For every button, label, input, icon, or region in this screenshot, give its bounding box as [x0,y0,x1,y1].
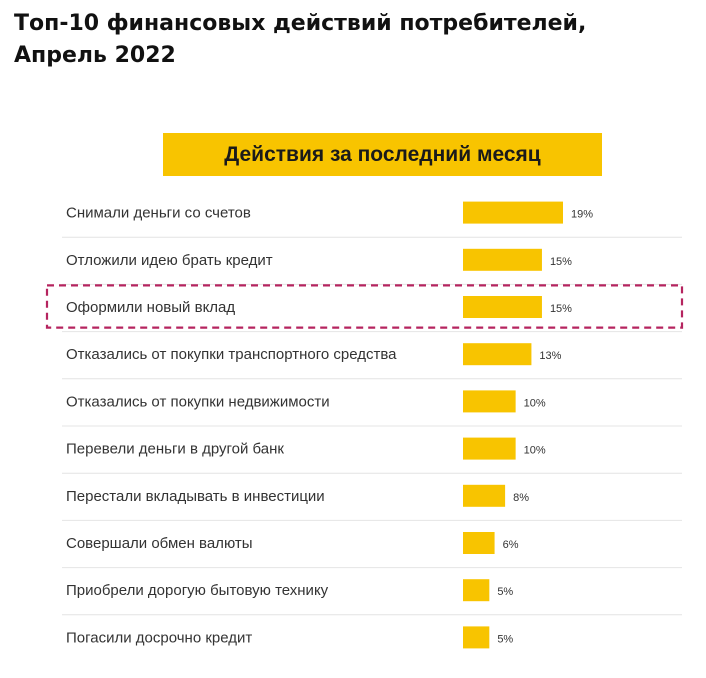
value-label-10: 5% [497,633,513,645]
bar-9 [463,579,490,602]
value-label-8: 6% [503,539,519,551]
category-label-1: Снимали деньги со счетов [66,205,251,222]
category-label-8: Совершали обмен валюты [66,535,253,552]
category-label-2: Отложили идею брать кредит [66,252,273,269]
category-label-4: Отказались от покупки транспортного сред… [66,346,397,363]
bar-6 [463,437,516,460]
value-label-7: 8% [513,492,529,504]
category-label-10: Погасили досрочно кредит [66,629,252,646]
bar-10 [463,626,490,649]
highlight-dashed-frame [45,284,684,329]
category-label-6: Перевели деньги в другой банк [66,441,284,458]
value-label-1: 19% [571,209,593,221]
chart-title: Действия за последний месяц [224,142,541,166]
category-label-7: Перестали вкладывать в инвестиции [66,488,325,505]
value-label-4: 13% [539,350,561,362]
category-label-9: Приобрели дорогую бытовую технику [66,582,329,599]
page-title: Топ-10 финансовых действий потребителей,… [14,8,694,72]
page-title-line-1: Топ-10 финансовых действий потребителей, [14,11,587,36]
value-label-5: 10% [524,397,546,409]
bar-7 [463,484,506,507]
chart-title-banner: Действия за последний месяц [163,133,602,176]
value-label-9: 5% [497,586,513,598]
value-label-2: 15% [550,256,572,268]
bar-2 [463,248,542,271]
bar-5 [463,390,516,413]
page-title-line-2: Апрель 2022 [14,43,176,68]
value-label-6: 10% [524,445,546,457]
bar-1 [463,201,563,224]
bar-3 [463,296,542,318]
bar-8 [463,532,495,554]
value-label-3: 15% [550,303,572,315]
bar-4 [463,343,532,366]
category-label-5: Отказались от покупки недвижимости [66,393,330,410]
category-label-3: Оформили новый вклад [66,299,235,316]
